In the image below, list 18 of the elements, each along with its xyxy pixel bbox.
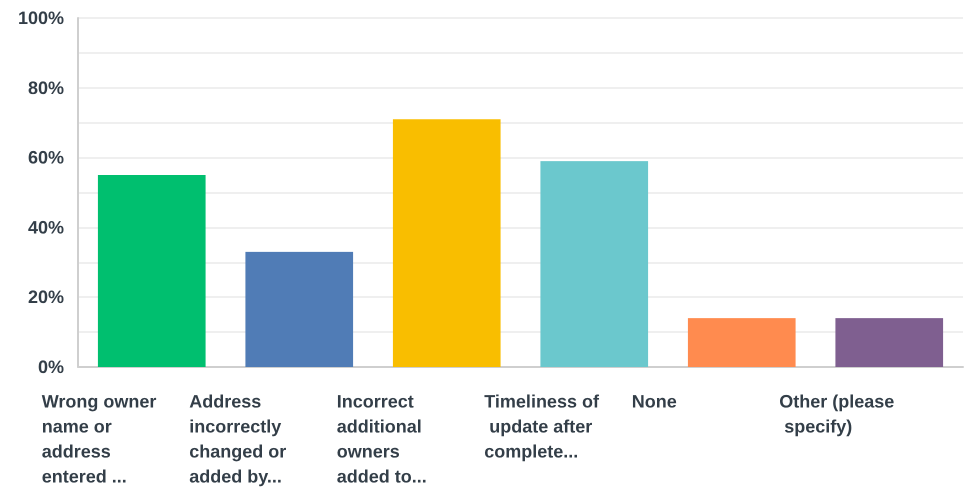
x-tick-label: Wrong owner name or address entered ... xyxy=(42,392,162,486)
x-tick-label: Other (please specify) xyxy=(779,392,894,436)
x-tick-label: Timeliness of update after complete... xyxy=(484,392,600,462)
y-tick-label: 80% xyxy=(28,78,64,98)
x-tick-label: Incorrect additional owners added to... xyxy=(336,392,427,486)
bar xyxy=(392,119,501,367)
x-tick-label: Address incorrectly changed or added by... xyxy=(189,392,292,486)
bar xyxy=(835,318,944,367)
y-tick-label: 40% xyxy=(28,217,64,238)
y-tick-label: 100% xyxy=(18,8,64,28)
bar xyxy=(540,161,648,367)
y-tick-label: 60% xyxy=(28,148,64,168)
bar xyxy=(98,175,206,367)
y-tick-label: 20% xyxy=(28,287,64,308)
bar xyxy=(245,252,354,367)
y-tick-label: 0% xyxy=(38,357,64,377)
x-tick-label: None xyxy=(632,392,677,412)
bar xyxy=(688,318,796,367)
